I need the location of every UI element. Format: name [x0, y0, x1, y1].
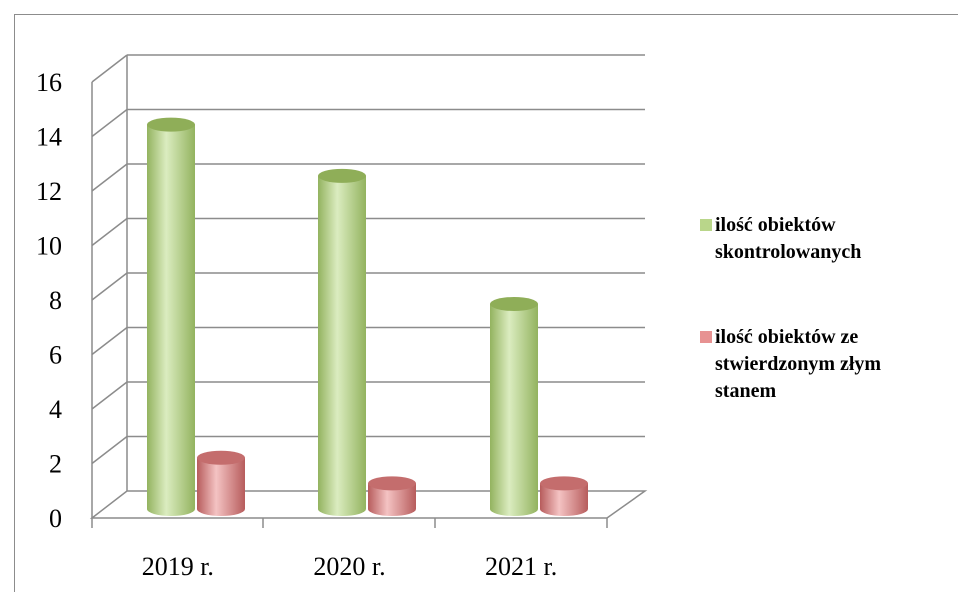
bar-top [540, 476, 588, 491]
y-tick-label: 0 [49, 504, 62, 533]
bar [368, 476, 416, 516]
legend-label: ilość obiektów ze stwierdzonym złym stanem [715, 326, 881, 402]
gridline-side [91, 435, 128, 465]
chart-frame [14, 14, 958, 592]
bar [318, 168, 366, 516]
bar [197, 450, 245, 516]
legend-label-line: skontrolowanych [715, 241, 861, 263]
bar [490, 297, 538, 516]
legend-entry: ilość obiektów skontrolowanych [700, 214, 861, 263]
bar-top [197, 450, 245, 465]
gridline-side [91, 54, 128, 83]
legend-swatch [700, 331, 712, 343]
bar-body [147, 124, 195, 516]
legend-label-line: stanem [715, 380, 776, 402]
bar-body [490, 304, 538, 516]
bar-body [197, 457, 245, 516]
y-tick-label: 6 [49, 341, 62, 370]
bar-top [490, 297, 538, 311]
legend-entry: ilość obiektów ze stwierdzonym złym stanem [700, 326, 881, 402]
gridlines [91, 54, 645, 465]
bars [147, 117, 588, 516]
bar-body [540, 483, 588, 516]
bar-top [147, 117, 195, 132]
legend-label: ilość obiektów skontrolowanych [715, 214, 861, 263]
legend-swatch [700, 219, 712, 231]
y-tick-label: 8 [49, 286, 62, 315]
y-tick-label: 12 [36, 177, 62, 206]
x-tick-label: 2019 r. [142, 552, 214, 581]
gridline-side [91, 217, 128, 247]
x-tick-label: 2021 r. [485, 552, 557, 581]
bar [540, 476, 588, 516]
bar-top [368, 476, 416, 491]
bar-body [368, 483, 416, 516]
gridline-side [91, 381, 128, 410]
x-tick-label: 2020 r. [313, 552, 385, 581]
y-tick-label: 16 [36, 68, 62, 97]
gridline-side [91, 272, 128, 301]
gridline-side [91, 108, 128, 138]
legend-label-line: ilość obiektów [715, 214, 836, 236]
gridline-side [91, 163, 128, 192]
bar-top [318, 168, 366, 183]
bar [147, 117, 195, 516]
y-tick-label: 4 [49, 395, 62, 424]
y-tick-label: 2 [49, 450, 62, 479]
y-tick-label: 14 [36, 123, 62, 152]
x-tick-labels: 2019 r. 2020 r. 2021 r. [142, 552, 558, 581]
legend-label-line: ilość obiektów ze [715, 326, 858, 348]
y-tick-label: 10 [36, 232, 62, 261]
legend-label-line: stwierdzonym złym [715, 353, 881, 375]
gridline-side [91, 326, 128, 356]
y-tick-labels: 0 2 4 6 8 10 12 14 16 [36, 68, 62, 533]
bar-body [318, 175, 366, 516]
